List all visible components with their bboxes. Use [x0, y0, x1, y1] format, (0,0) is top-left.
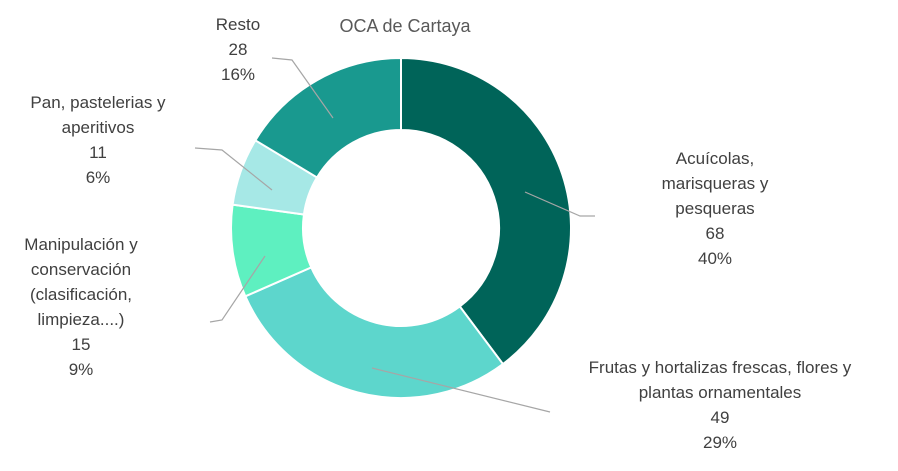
category-label: Acuícolas, marisqueras y pesqueras [661, 149, 769, 218]
value-label: 68 [705, 224, 725, 243]
data-label: Acuícolas, marisqueras y pesqueras 68 40% [630, 146, 800, 271]
leader-line [209, 255, 266, 323]
percent-label: 40% [697, 249, 733, 268]
percent-label: 29% [702, 433, 738, 452]
category-label: Resto [215, 15, 261, 34]
leader-line [524, 191, 595, 217]
data-label: Pan, pastelerias y aperitivos 11 6% [0, 90, 196, 190]
percent-label: 16% [220, 65, 256, 84]
chart-title: OCA de Cartaya [339, 16, 471, 36]
percent-label: 9% [68, 360, 94, 379]
value-label: 15 [71, 335, 91, 354]
donut-segment [253, 56, 402, 179]
leader-line [371, 367, 551, 413]
category-label: Manipulación y conservación (clasificaci… [24, 235, 138, 329]
donut-segment [400, 56, 572, 366]
value-label: 11 [89, 143, 107, 162]
category-label: Pan, pastelerias y aperitivos [30, 93, 166, 137]
percent-label: 6% [85, 168, 111, 187]
leader-line [271, 57, 334, 119]
value-label: 28 [228, 40, 248, 59]
data-label: Resto 28 16% [198, 12, 278, 87]
category-label: Frutas y hortalizas frescas, flores y pl… [588, 358, 852, 402]
data-label: Frutas y hortalizas frescas, flores y pl… [560, 355, 880, 455]
donut-segment [244, 266, 505, 399]
value-label: 49 [710, 408, 730, 427]
leader-line [194, 147, 273, 191]
data-label: Manipulación y conservación (clasificaci… [0, 232, 162, 382]
